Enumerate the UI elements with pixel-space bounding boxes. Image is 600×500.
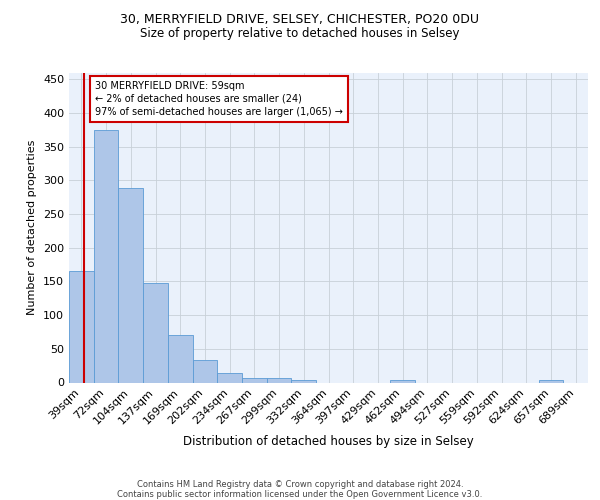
Bar — [193, 360, 217, 382]
Bar — [168, 336, 193, 382]
Text: 30, MERRYFIELD DRIVE, SELSEY, CHICHESTER, PO20 0DU: 30, MERRYFIELD DRIVE, SELSEY, CHICHESTER… — [121, 12, 479, 26]
Bar — [217, 373, 242, 382]
Bar — [118, 188, 143, 382]
Text: Contains public sector information licensed under the Open Government Licence v3: Contains public sector information licen… — [118, 490, 482, 499]
Text: Size of property relative to detached houses in Selsey: Size of property relative to detached ho… — [140, 28, 460, 40]
Text: 30 MERRYFIELD DRIVE: 59sqm
← 2% of detached houses are smaller (24)
97% of semi-: 30 MERRYFIELD DRIVE: 59sqm ← 2% of detac… — [95, 80, 343, 117]
Bar — [143, 283, 168, 382]
Bar — [292, 380, 316, 382]
Bar — [539, 380, 563, 382]
Bar — [69, 272, 94, 382]
Bar — [94, 130, 118, 382]
Bar — [267, 378, 292, 382]
Y-axis label: Number of detached properties: Number of detached properties — [28, 140, 37, 315]
Bar — [390, 380, 415, 382]
Text: Contains HM Land Registry data © Crown copyright and database right 2024.: Contains HM Land Registry data © Crown c… — [137, 480, 463, 489]
Bar — [242, 378, 267, 382]
X-axis label: Distribution of detached houses by size in Selsey: Distribution of detached houses by size … — [183, 434, 474, 448]
